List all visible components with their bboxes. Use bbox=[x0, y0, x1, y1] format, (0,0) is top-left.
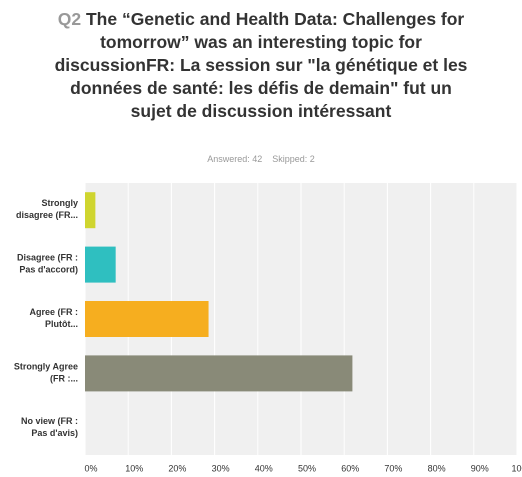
y-tick-label: Disagree (FR : Pas d'accord) bbox=[17, 253, 78, 275]
y-tick-label-text: Strongly Agree (FR :... bbox=[14, 362, 78, 384]
x-tick-label: 40% bbox=[255, 463, 273, 473]
answered: Answered: 42 bbox=[207, 154, 263, 164]
skipped: Skipped: 2 bbox=[272, 154, 315, 164]
bar bbox=[85, 246, 116, 283]
question-number: Q2 bbox=[57, 9, 82, 29]
y-tick-label-text: No view (FR : Pas d'avis) bbox=[21, 416, 78, 438]
response-summary: Answered: 42 Skipped: 2 bbox=[0, 154, 522, 164]
x-tick-label: 100% bbox=[511, 463, 522, 473]
bar bbox=[85, 301, 209, 337]
x-tick-label: 90% bbox=[471, 463, 489, 473]
x-tick-label: 70% bbox=[384, 463, 402, 473]
x-tick-label: 0% bbox=[84, 463, 97, 473]
chart-title-block: Q2 The “Genetic and Health Data: Challen… bbox=[50, 8, 472, 123]
y-tick-label-text: Strongly disagree (FR... bbox=[16, 199, 78, 221]
x-tick-label: 30% bbox=[212, 463, 230, 473]
chart-title: The “Genetic and Health Data: Challenges… bbox=[54, 9, 468, 121]
x-tick-label: 20% bbox=[168, 463, 186, 473]
x-tick-label: 80% bbox=[428, 463, 446, 473]
x-tick-label: 60% bbox=[341, 463, 359, 473]
x-tick-label: 50% bbox=[298, 463, 316, 473]
y-tick-label-text: Disagree (FR : Pas d'accord) bbox=[17, 253, 78, 275]
x-tick-label: 10% bbox=[125, 463, 143, 473]
y-tick-label-text: Agree (FR : Plutôt... bbox=[29, 307, 78, 329]
y-tick-label: Agree (FR : Plutôt... bbox=[29, 307, 78, 329]
bar bbox=[85, 192, 96, 229]
y-tick-label: Strongly disagree (FR... bbox=[16, 199, 78, 221]
y-tick-label: No view (FR : Pas d'avis) bbox=[21, 416, 78, 438]
bar bbox=[85, 355, 353, 392]
y-tick-label: Strongly Agree (FR :... bbox=[14, 362, 78, 384]
